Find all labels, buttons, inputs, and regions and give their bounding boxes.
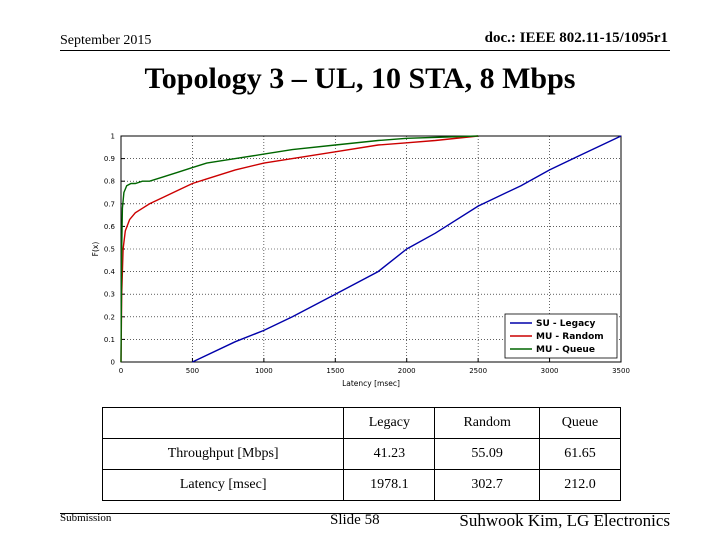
y-tick-label: 0.1 xyxy=(104,336,115,344)
legend-label: MU - Random xyxy=(536,332,604,342)
table-cell: Legacy xyxy=(343,407,436,439)
y-tick-label: 0.3 xyxy=(104,291,115,299)
footer-submission: Submission xyxy=(60,512,112,524)
series-line-0 xyxy=(192,135,622,363)
table-header-row: Legacy Random Queue xyxy=(101,407,622,439)
x-axis-label: Latency [msec] xyxy=(342,379,400,388)
table-cell: Latency [msec] xyxy=(101,469,345,501)
slide-title: Topology 3 – UL, 10 STA, 8 Mbps xyxy=(144,62,576,95)
header-date: September 2015 xyxy=(60,33,152,48)
y-tick-label: 0.5 xyxy=(104,246,115,254)
table-row: Latency [msec] 1978.1 302.7 212.0 xyxy=(101,469,622,501)
table-cell: 212.0 xyxy=(538,469,622,501)
footer-author: Suhwook Kim, LG Electronics xyxy=(459,511,670,530)
footer-rule xyxy=(60,513,670,514)
y-axis-label: F(x) xyxy=(91,242,100,257)
table-cell: Queue xyxy=(538,407,622,439)
y-tick-label: 0 xyxy=(111,359,115,367)
x-tick-label: 2000 xyxy=(398,367,416,375)
legend-label: SU - Legacy xyxy=(536,319,595,329)
legend-label: MU - Queue xyxy=(536,345,595,355)
y-tick-label: 0.4 xyxy=(104,268,116,276)
x-tick-label: 1000 xyxy=(255,367,273,375)
table-cell: Throughput [Mbps] xyxy=(101,438,345,470)
table-cell: 55.09 xyxy=(434,438,540,470)
y-tick-label: 0.8 xyxy=(104,178,115,186)
table-cell: 41.23 xyxy=(343,438,436,470)
x-tick-label: 1500 xyxy=(326,367,344,375)
cdf-chart: 0 500 1000 1500 2000 2500 3000 3500 0 0.1 0.2 0.3 0.… xyxy=(91,133,630,389)
x-tick-label: 0 xyxy=(119,367,123,375)
x-tick-label: 2500 xyxy=(469,367,487,375)
results-table: Legacy Random Queue Throughput [Mbps] 41… xyxy=(101,407,622,501)
table-cell xyxy=(101,407,345,439)
series-line-1 xyxy=(120,135,479,363)
y-tick-label: 0.6 xyxy=(104,223,116,231)
header-rule xyxy=(60,50,670,51)
table-cell: 1978.1 xyxy=(343,469,436,501)
y-tick-label: 0.7 xyxy=(104,200,115,208)
footer-slide-number: Slide 58 xyxy=(330,512,380,528)
header-doc-id: doc.: IEEE 802.11-15/1095r1 xyxy=(484,30,668,46)
table-cell: 302.7 xyxy=(434,469,540,501)
table-cell: Random xyxy=(434,407,540,439)
x-tick-label: 500 xyxy=(186,367,199,375)
x-tick-label: 3000 xyxy=(541,367,559,375)
table-row: Throughput [Mbps] 41.23 55.09 61.65 xyxy=(101,438,622,470)
y-tick-label: 1 xyxy=(111,133,115,141)
y-tick-label: 0.2 xyxy=(104,313,115,321)
table-cell: 61.65 xyxy=(538,438,622,470)
series-line-2 xyxy=(120,135,479,363)
x-tick-label: 3500 xyxy=(612,367,630,375)
y-tick-label: 0.9 xyxy=(104,155,115,163)
